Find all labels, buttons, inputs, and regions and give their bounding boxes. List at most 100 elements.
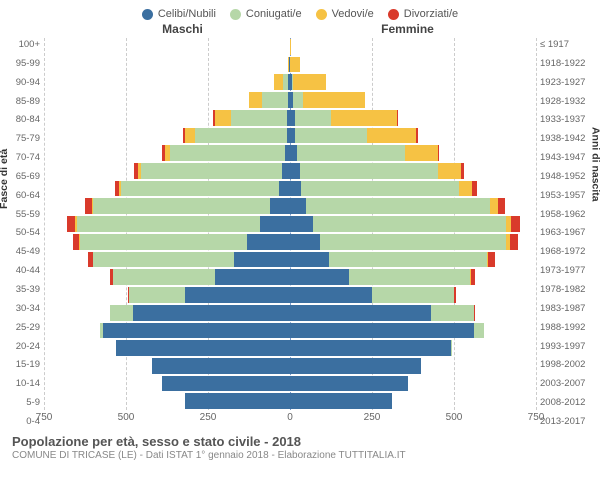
bar-segment xyxy=(511,216,519,232)
pyramid-row xyxy=(44,339,536,357)
swatch-divorziati xyxy=(388,9,399,20)
bar-segment xyxy=(498,198,505,214)
female-bar xyxy=(290,340,536,356)
bar-segment xyxy=(152,358,290,374)
male-bar xyxy=(44,358,290,374)
bar-segment xyxy=(293,74,326,90)
bar-segment xyxy=(185,128,195,144)
bar-segment xyxy=(262,92,288,108)
legend-item-vedovi: Vedovi/e xyxy=(316,8,374,20)
bar-segment xyxy=(260,216,290,232)
age-label: 60-64 xyxy=(10,190,40,201)
female-bar xyxy=(290,323,536,339)
legend-label: Vedovi/e xyxy=(332,8,374,20)
x-tick: 500 xyxy=(446,412,463,423)
bar-segment xyxy=(80,234,247,250)
female-bar xyxy=(290,110,536,126)
bar-segment xyxy=(234,252,290,268)
age-label: 70-74 xyxy=(10,152,40,163)
bar-segment xyxy=(290,234,320,250)
bar-segment xyxy=(290,323,474,339)
bar-segment xyxy=(185,393,290,409)
bar-segment xyxy=(295,128,367,144)
bar-segment xyxy=(474,323,484,339)
bar-segment xyxy=(349,269,470,285)
male-bar xyxy=(44,92,290,108)
birth-year-label: 1983-1987 xyxy=(540,303,590,314)
legend-label: Divorziati/e xyxy=(404,8,458,20)
bar-segment xyxy=(331,110,397,126)
age-label: 20-24 xyxy=(10,341,40,352)
birth-year-label: 1928-1932 xyxy=(540,96,590,107)
age-label: 15-19 xyxy=(10,359,40,370)
x-tick: 750 xyxy=(528,412,545,423)
bar-segment xyxy=(282,163,290,179)
bar-segment xyxy=(290,358,421,374)
female-bar xyxy=(290,358,536,374)
bar-segment xyxy=(474,305,475,321)
bar-segment xyxy=(110,305,133,321)
bar-segment xyxy=(451,340,452,356)
bar-segment xyxy=(290,393,392,409)
pyramid-row xyxy=(44,38,536,56)
age-label: 80-84 xyxy=(10,114,40,125)
female-bar xyxy=(290,252,536,268)
pyramid-row xyxy=(44,197,536,215)
bar-segment xyxy=(290,269,349,285)
birth-year-label: 1963-1967 xyxy=(540,227,590,238)
male-bar xyxy=(44,198,290,214)
bar-segment xyxy=(459,181,472,197)
birth-year-label: ≤ 1917 xyxy=(540,39,590,50)
age-label: 65-69 xyxy=(10,171,40,182)
bar-segment xyxy=(274,74,284,90)
x-tick: 0 xyxy=(287,412,293,423)
female-bar xyxy=(290,145,536,161)
bar-segment xyxy=(488,252,495,268)
bar-segment xyxy=(313,216,507,232)
female-bar xyxy=(290,269,536,285)
pyramid-row xyxy=(44,109,536,127)
age-label: 75-79 xyxy=(10,133,40,144)
birth-year-label: 1998-2002 xyxy=(540,359,590,370)
legend-item-celibi: Celibi/Nubili xyxy=(142,8,216,20)
chart-title: Popolazione per età, sesso e stato civil… xyxy=(12,434,590,449)
bar-segment xyxy=(290,57,300,73)
bar-segment xyxy=(431,305,474,321)
bar-segment xyxy=(162,376,290,392)
birth-year-label: 2008-2012 xyxy=(540,397,590,408)
bar-segment xyxy=(129,287,185,303)
bar-segment xyxy=(295,110,331,126)
pyramid-row xyxy=(44,251,536,269)
bar-segment xyxy=(290,376,408,392)
bar-segment xyxy=(141,163,282,179)
bar-segment xyxy=(93,198,270,214)
y-axis-title-left: Fasce di età xyxy=(0,149,10,209)
birth-year-label: 1978-1982 xyxy=(540,284,590,295)
legend-label: Celibi/Nubili xyxy=(158,8,216,20)
bar-segment xyxy=(113,269,215,285)
male-bar xyxy=(44,128,290,144)
gender-labels: Maschi Femmine xyxy=(10,22,590,36)
male-bar xyxy=(44,305,290,321)
bar-segment xyxy=(247,234,290,250)
bar-segment xyxy=(290,287,372,303)
bar-segment xyxy=(77,216,261,232)
female-bar xyxy=(290,128,536,144)
female-bar xyxy=(290,57,536,73)
male-bar xyxy=(44,181,290,197)
female-bar xyxy=(290,198,536,214)
birth-year-label: 1968-1972 xyxy=(540,246,590,257)
age-label: 50-54 xyxy=(10,227,40,238)
pyramid-row xyxy=(44,304,536,322)
age-label: 85-89 xyxy=(10,96,40,107)
bar-segment xyxy=(510,234,518,250)
bar-segment xyxy=(103,323,290,339)
birth-year-label: 1943-1947 xyxy=(540,152,590,163)
birth-year-label: 1933-1937 xyxy=(540,114,590,125)
birth-year-label: 1993-1997 xyxy=(540,341,590,352)
bar-segment xyxy=(279,181,290,197)
bar-segment xyxy=(367,128,416,144)
chart-footer: Popolazione per età, sesso e stato civil… xyxy=(10,434,590,461)
male-bar xyxy=(44,110,290,126)
legend: Celibi/Nubili Coniugati/e Vedovi/e Divor… xyxy=(10,8,590,20)
